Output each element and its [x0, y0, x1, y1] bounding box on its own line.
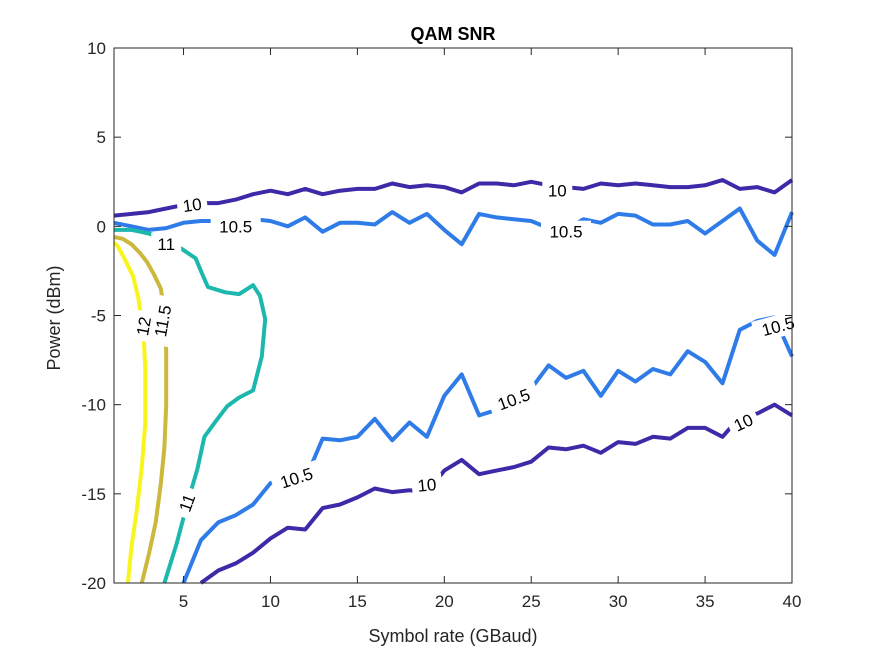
contour-label-4: 10.5 [219, 217, 252, 236]
axes [113, 47, 793, 584]
contour-label-background [130, 309, 158, 343]
contour-label-background [725, 406, 762, 439]
x-axis-label: Symbol rate (GBaud) [368, 626, 537, 646]
contour-label-background [541, 220, 591, 243]
contour-label-1: 10 [548, 182, 567, 201]
contour-label-background [151, 233, 182, 256]
x-tick-label: 10 [261, 592, 280, 611]
tick-labels: 5 10 15 20 25 30 35 40 -20 -15 -10 -5 0 5 10 [81, 39, 801, 611]
x-tick-label: 20 [435, 592, 454, 611]
contour-label-group-0: 10 [175, 191, 209, 218]
contour-label-group-9: 11 [151, 233, 182, 256]
contour-label-9: 11 [157, 235, 175, 254]
contour-label-5: 10.5 [549, 223, 582, 242]
contour-label-background [147, 294, 178, 348]
plot-area [114, 48, 792, 583]
contour-label-background [171, 484, 203, 521]
contour-label-group-10: 11 [171, 484, 203, 521]
y-tick-label: -20 [81, 574, 106, 593]
contour-label-10: 11 [176, 491, 200, 514]
y-tick-label: 0 [97, 217, 106, 236]
contour-label-group-2: 10 [410, 472, 443, 498]
y-tick-label: -10 [81, 396, 106, 415]
contour-line-10-3 [199, 402, 794, 585]
x-tick-label: 25 [522, 592, 541, 611]
x-tick-label: 40 [783, 592, 802, 611]
contour-label-background [269, 459, 324, 496]
contour-label-background [542, 179, 573, 202]
contour-line-10-0 [113, 178, 794, 218]
contour-label-background [410, 472, 443, 498]
y-tick-label: 5 [97, 128, 106, 147]
x-tick-label: 15 [348, 592, 367, 611]
chart-title: QAM SNR [411, 24, 496, 44]
contour-label-background [486, 380, 542, 419]
contour-label-background [175, 191, 209, 218]
contour-label-group-11: 11.5 [147, 294, 178, 348]
plot-background [114, 48, 792, 583]
y-tick-label: 10 [87, 39, 106, 58]
y-tick-label: -5 [91, 307, 106, 326]
contour-label-group-5: 10.5 [541, 220, 591, 243]
y-tick-label: -15 [81, 485, 106, 504]
contour-label-12: 12 [133, 315, 155, 337]
y-axis-label: Power (dBm) [44, 265, 64, 370]
contour-label-group-12: 12 [130, 309, 158, 343]
contour-label-group-4: 10.5 [210, 215, 261, 238]
contour-label-group-1: 10 [542, 179, 573, 202]
contour-line-12-6 [112, 240, 148, 584]
x-tick-label: 35 [696, 592, 715, 611]
x-tick-label: 5 [179, 592, 188, 611]
contour-label-0: 10 [182, 195, 203, 216]
x-tick-label: 30 [609, 592, 628, 611]
contour-label-background [210, 215, 261, 238]
contour-label-2: 10 [417, 475, 438, 496]
